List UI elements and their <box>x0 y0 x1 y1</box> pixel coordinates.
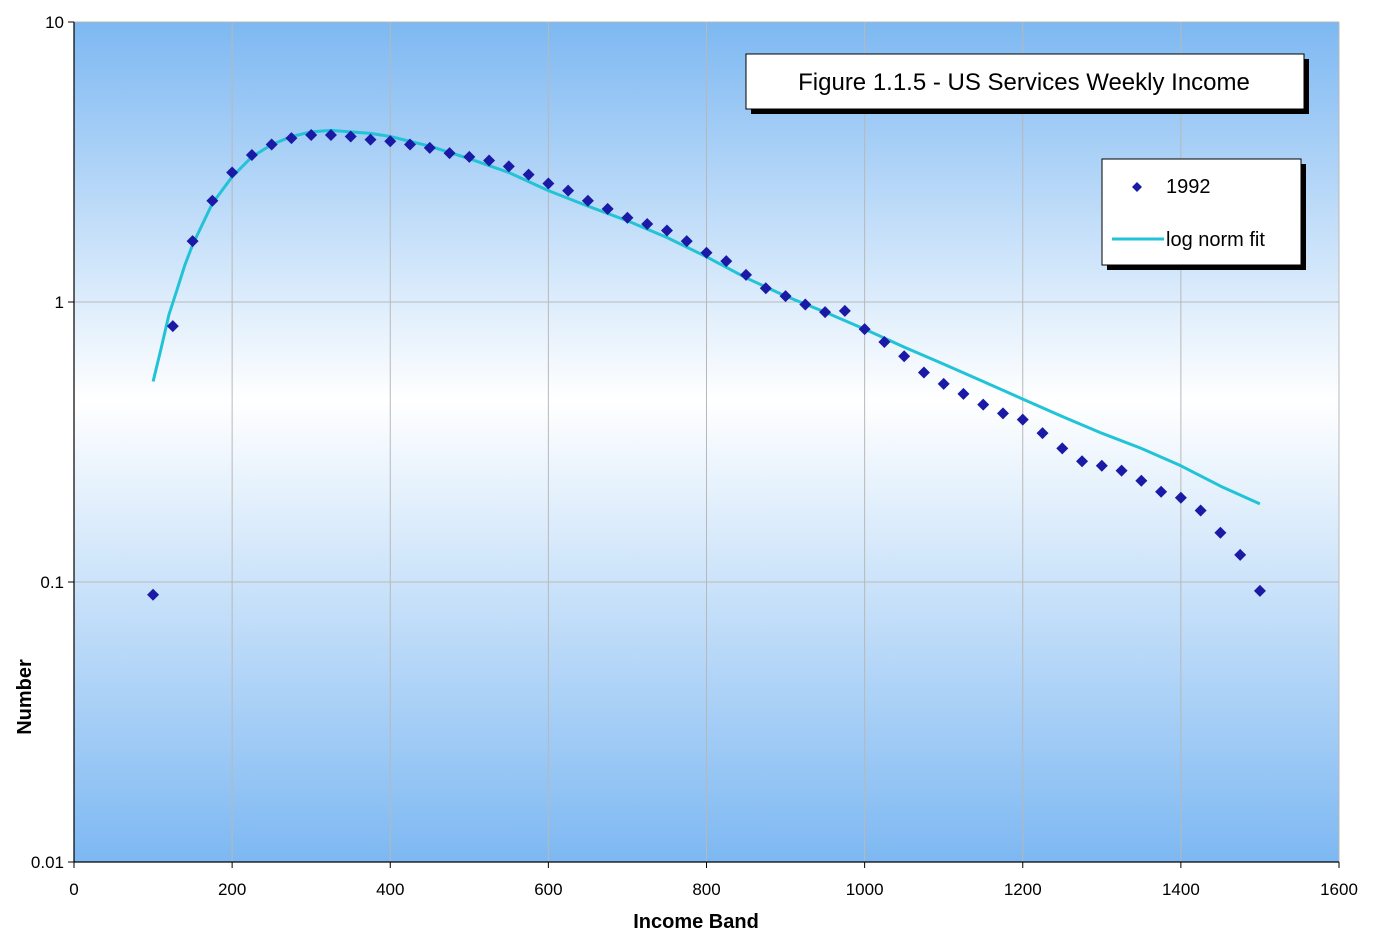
data-point <box>344 130 357 143</box>
data-point <box>898 350 911 363</box>
x-tick-labels: 0 200 400 600 800 1000 1200 1400 1600 <box>69 862 1358 899</box>
data-point <box>1214 526 1227 539</box>
data-point <box>937 377 950 390</box>
data-point <box>1056 442 1069 455</box>
data-point <box>285 132 298 145</box>
data-point <box>799 298 812 311</box>
x-tick-label: 0 <box>69 880 78 899</box>
data-point <box>147 588 160 601</box>
data-point <box>384 135 397 148</box>
data-point <box>878 335 891 348</box>
data-point <box>265 138 278 151</box>
data-point <box>483 154 496 167</box>
legend-label-fit: log norm fit <box>1166 229 1265 251</box>
data-point <box>463 150 476 163</box>
data-point <box>502 160 515 173</box>
data-point <box>542 177 555 190</box>
data-point <box>957 387 970 400</box>
data-point <box>621 211 634 224</box>
data-point <box>206 194 219 207</box>
data-point <box>601 202 614 215</box>
data-point <box>423 141 436 154</box>
data-point <box>660 224 673 237</box>
data-point <box>305 128 318 141</box>
y-tick-label: 1 <box>55 293 64 312</box>
data-point <box>917 366 930 379</box>
x-tick-label: 1600 <box>1320 880 1358 899</box>
legend-marker-1992 <box>1132 182 1142 192</box>
x-tick-label: 1200 <box>1004 880 1042 899</box>
gridlines <box>74 21 1340 862</box>
data-point <box>819 306 832 319</box>
data-point <box>1036 427 1049 440</box>
y-tick-label: 0.1 <box>40 573 64 592</box>
y-tick-label: 10 <box>45 13 64 32</box>
data-point <box>443 147 456 160</box>
data-point <box>1174 491 1187 504</box>
x-tick-label: 800 <box>692 880 720 899</box>
x-axis-title: Income Band <box>633 911 759 933</box>
data-point <box>1135 474 1148 487</box>
data-point <box>1095 459 1108 472</box>
data-point <box>324 128 337 141</box>
data-point <box>1076 455 1089 468</box>
data-point <box>245 148 258 161</box>
data-point <box>641 217 654 230</box>
y-tick-label: 0.01 <box>31 853 64 872</box>
data-point <box>186 235 199 248</box>
data-point <box>838 304 851 317</box>
data-point <box>1194 504 1207 517</box>
data-point <box>562 184 575 197</box>
title-box: Figure 1.1.5 - US Services Weekly Income <box>745 53 1309 114</box>
data-point <box>977 398 990 411</box>
data-point <box>581 194 594 207</box>
data-point <box>858 323 871 336</box>
data-point <box>759 282 772 295</box>
data-point <box>720 255 733 268</box>
x-tick-label: 600 <box>534 880 562 899</box>
legend: 1992 log norm fit <box>1101 158 1306 270</box>
data-point <box>779 290 792 303</box>
y-axis-title: Number <box>14 659 36 735</box>
data-points-layer <box>147 128 1266 601</box>
data-point <box>1253 584 1266 597</box>
data-point <box>700 246 713 259</box>
chart-title: Figure 1.1.5 - US Services Weekly Income <box>798 69 1250 96</box>
data-point <box>1155 485 1168 498</box>
x-tick-label: 1000 <box>846 880 884 899</box>
data-point <box>522 168 535 181</box>
data-point <box>364 133 377 146</box>
x-tick-label: 200 <box>218 880 246 899</box>
data-point <box>1115 464 1128 477</box>
data-point <box>166 320 179 333</box>
y-tick-labels: 0.01 0.1 1 10 <box>31 13 74 872</box>
data-point <box>740 268 753 281</box>
data-point <box>226 166 239 179</box>
legend-label-1992: 1992 <box>1166 176 1211 198</box>
x-tick-label: 1400 <box>1162 880 1200 899</box>
data-point <box>996 407 1009 420</box>
data-point <box>1234 548 1247 561</box>
x-tick-label: 400 <box>376 880 404 899</box>
data-point <box>680 235 693 248</box>
data-point <box>404 138 417 151</box>
data-point <box>1016 413 1029 426</box>
